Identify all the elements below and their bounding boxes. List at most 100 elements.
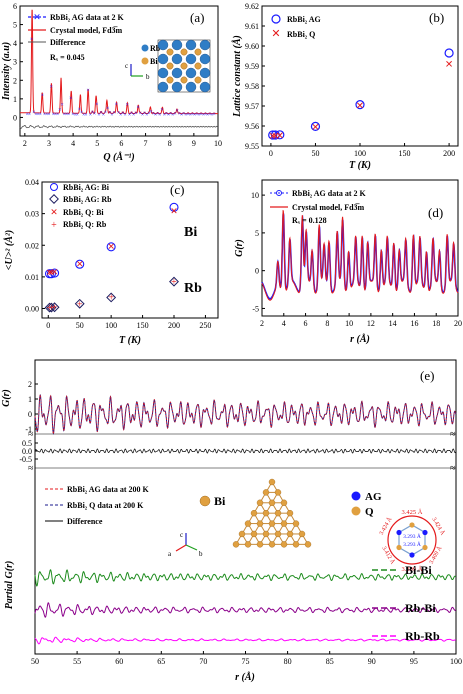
- panel-c-ytick-label: 0.01: [25, 273, 39, 282]
- lattice-bi-atom: [298, 530, 306, 538]
- lattice-bi-atom: [304, 541, 312, 548]
- data-point: ×: [197, 113, 200, 119]
- data-point: ×: [112, 111, 115, 117]
- lattice-bi-atom: [256, 520, 264, 527]
- data-point: ×: [175, 108, 178, 114]
- q-point: ✕: [445, 60, 453, 71]
- lattice-bi-atom: [244, 520, 252, 527]
- legend-marker-ag-rb: [49, 194, 59, 204]
- data-point: ×: [134, 111, 137, 117]
- data-point: ×: [45, 112, 48, 118]
- panel-e-x-ticks: 50 55 60 65 70 75 80 85 90 95 100: [31, 651, 462, 666]
- data-point: ×: [149, 109, 152, 115]
- lattice-bi-atom: [244, 541, 252, 548]
- panel-d-ytick-label: -5: [252, 304, 259, 313]
- rb-atom: [157, 53, 169, 65]
- hex-distance-bottom: 3.299 Å: [402, 565, 423, 573]
- panel-d-xlabel: r (Å): [350, 333, 370, 345]
- hexagon-atom: [409, 552, 415, 558]
- panel-e-xtick-label: 65: [157, 657, 165, 666]
- panel-a-curves: ××××××××××××××××××××××××××××××××××××××××…: [19, 9, 219, 129]
- lattice-bi-atom: [268, 520, 276, 527]
- unit-cell-box: [157, 39, 211, 93]
- panel-e-curves: [34, 394, 457, 645]
- q-bi-point: ✕: [46, 268, 54, 278]
- triad-e-b-arrow: [185, 544, 198, 551]
- data-point: ×: [154, 113, 157, 119]
- legend-marker-q-rb: +: [51, 220, 57, 231]
- label-bi: Bi: [184, 225, 197, 240]
- panel-c-x-ticks: 0 50 100 150 200 250: [46, 315, 211, 330]
- panel-e-diff-ytick-label: -0.5: [19, 455, 32, 464]
- panel-d-xtick-label: 12: [367, 319, 375, 328]
- panel-e-xtick-label: 85: [326, 657, 334, 666]
- hexagon-atom: [422, 529, 428, 536]
- panel-b-ytick-label: 9.60: [245, 42, 259, 51]
- data-point: ×: [171, 113, 174, 119]
- panel-b-y-ticks: 9.55 9.56 9.57 9.58 9.59 9.60 9.61 9.62: [245, 2, 265, 151]
- q-rb-point: +: [47, 303, 53, 314]
- data-point: ×: [165, 112, 168, 118]
- rb-legend-label: Rb: [150, 44, 161, 53]
- q-bi-point: ✕: [51, 267, 59, 277]
- data-point: ×: [141, 113, 144, 119]
- panel-e-ytick-label: 1: [28, 395, 32, 404]
- bi-atom: [180, 48, 188, 56]
- legend-text-e-ag: RbBi₂ AG data at 200 K: [67, 485, 150, 494]
- panel-d-xtick-label: 8: [325, 319, 329, 328]
- rb-atom: [157, 81, 169, 93]
- data-point: ×: [110, 112, 113, 118]
- panel-a-xtick-label: 6: [119, 139, 123, 148]
- lattice-bi-atom: [256, 499, 264, 506]
- triad-e-b-label: b: [199, 550, 203, 558]
- bi-atom: [194, 48, 202, 56]
- data-point: ×: [65, 112, 68, 118]
- panel-b-ytick-label: 9.55: [245, 142, 259, 151]
- panel-b-ytick-label: 9.62: [245, 2, 259, 11]
- q-rb-point: +: [52, 303, 58, 314]
- panel-c-legend: RbBi₂ AG: Bi RbBi₂ AG: Rb ✕ RbBi₂ Q: Bi …: [49, 183, 112, 231]
- hexagon-atom: [409, 522, 415, 528]
- difference-curve: [19, 124, 219, 129]
- data-point: ×: [119, 112, 122, 118]
- panel-d-curves: [261, 209, 459, 301]
- panel-a-xtick-label: 5: [95, 139, 99, 148]
- panel-d-rw: Rₓ = 0.128: [292, 216, 327, 225]
- panel-c-ytick-label: 0.03: [25, 210, 39, 219]
- q-rb-point: +: [49, 303, 55, 314]
- ag-rb-point: [46, 302, 57, 313]
- data-point: ×: [26, 112, 29, 118]
- rbbi-partial-curve: [34, 602, 456, 618]
- data-point: ×: [210, 113, 213, 119]
- data-point: ×: [204, 112, 207, 118]
- panel-a-ytick-label: 2: [13, 76, 17, 85]
- hex-distance-upper-right: 3.424 Å: [430, 516, 447, 537]
- lattice-bi-atom: [274, 489, 282, 496]
- data-point: ×: [158, 113, 161, 119]
- panel-b-ytick-label: 9.59: [245, 62, 259, 71]
- panel-c-xtick-label: 150: [137, 321, 149, 330]
- data-point: ×: [195, 112, 198, 118]
- rb-atom: [185, 81, 197, 93]
- panel-b-ylabel: Lattice constant (Å): [231, 35, 243, 118]
- panel-b-xlabel: T (K): [349, 160, 371, 171]
- legend-text-q: RbBi₂ Q: [287, 30, 315, 39]
- legend-text-diff: Difference: [50, 38, 86, 47]
- panel-c-xtick-label: 200: [168, 321, 180, 330]
- ag-bi-point: [169, 202, 179, 212]
- data-point: ×: [180, 113, 183, 119]
- data-point: ×: [139, 111, 142, 117]
- panel-c-points: ✕✕✕✕✕✕+++ +++: [44, 202, 179, 314]
- panel-a-legend: ✕ RbBi₂ AG data at 2 K Crystal model, Fd…: [28, 12, 125, 62]
- panel-a-ytick-label: 5: [13, 21, 17, 30]
- data-point: ×: [58, 108, 61, 114]
- q-rb-point: +: [171, 277, 177, 288]
- bi-legend-dot: [141, 57, 149, 65]
- panel-a-rw: Rₓ = 0.045: [50, 53, 85, 62]
- panel-b: 0 50 100 150 200 9.55 9.56 9.57 9.58 9.59 9.60 9.6…: [231, 2, 459, 171]
- panel-e-label: (e): [420, 368, 434, 383]
- panel-d-xtick-label: 10: [345, 319, 353, 328]
- data-point: ×: [49, 85, 52, 91]
- rbrb-partial-curve: [34, 636, 457, 645]
- crystal-structure-image: [157, 39, 211, 93]
